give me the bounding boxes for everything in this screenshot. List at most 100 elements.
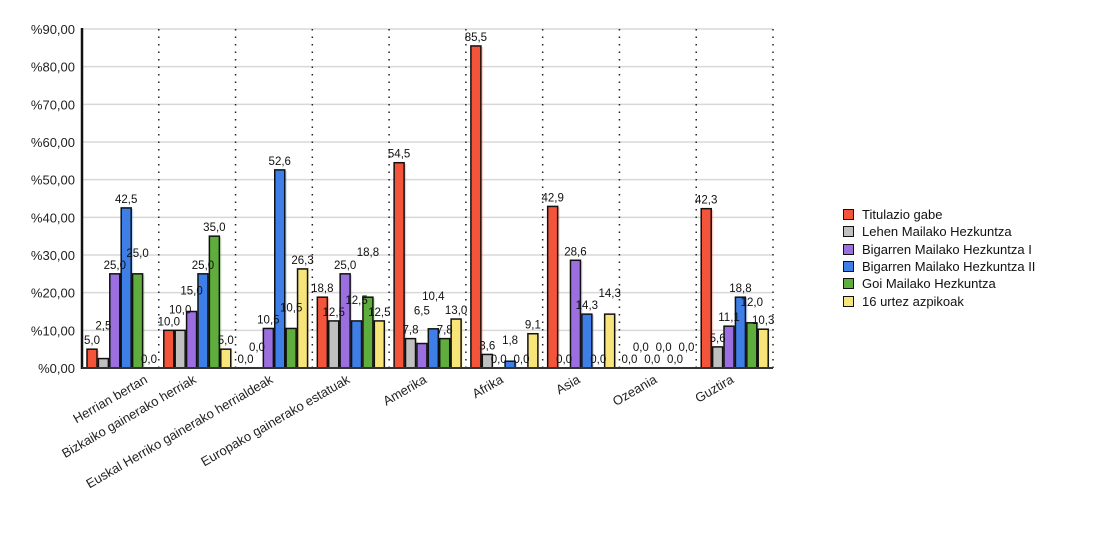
- data-label: 13,0: [445, 305, 467, 317]
- legend-swatch: [843, 209, 854, 221]
- data-label: 14,3: [598, 288, 620, 300]
- data-label: 5,6: [710, 333, 726, 345]
- x-tick-label: Amerika: [380, 371, 429, 408]
- data-label: 3,6: [479, 340, 495, 352]
- data-label: 18,8: [311, 283, 333, 295]
- data-label: 10,3: [752, 315, 774, 327]
- data-label: 6,5: [414, 306, 430, 318]
- bar: [373, 320, 386, 369]
- data-label: 0,0: [238, 354, 254, 366]
- data-label: 10,0: [169, 304, 191, 316]
- x-tick-label: Europako gainerako estatuak: [198, 371, 352, 469]
- bar: [285, 327, 297, 369]
- data-label: 10,0: [158, 316, 180, 328]
- y-tick-label: %30,00: [31, 248, 75, 263]
- data-label: 42,5: [115, 194, 137, 206]
- bar: [757, 328, 769, 369]
- data-label: 0,0: [556, 354, 572, 366]
- bar: [470, 45, 482, 369]
- x-tick-label: Ozeania: [610, 371, 660, 409]
- data-label: 14,3: [576, 300, 598, 312]
- bar: [97, 357, 110, 369]
- legend-item: Titulazio gabe: [843, 206, 1035, 223]
- bar: [274, 169, 286, 369]
- legend-item: 16 urtez azpikoak: [843, 292, 1035, 309]
- y-tick-label: %40,00: [31, 210, 75, 225]
- bar: [174, 329, 186, 369]
- legend-swatch: [843, 226, 854, 238]
- legend: Titulazio gabe Lehen Mailako Hezkuntza Big…: [843, 206, 1035, 310]
- data-label: 0,0: [633, 342, 649, 354]
- legend-item: Bigarren Mailako Hezkuntza I: [843, 241, 1035, 258]
- data-label: 25,0: [126, 248, 148, 260]
- bar: [350, 320, 363, 369]
- legend-label: Bigarren Mailako Hezkuntza II: [862, 259, 1036, 275]
- legend-swatch: [843, 295, 854, 307]
- data-label: 12,5: [345, 295, 367, 307]
- data-label: 10,5: [280, 302, 302, 314]
- legend-label: 16 urtez azpikoak: [862, 293, 964, 309]
- data-label: 10,4: [422, 291, 445, 303]
- data-label: 0,0: [249, 342, 265, 354]
- data-label: 12,5: [323, 307, 345, 319]
- bar: [220, 348, 232, 369]
- data-label: 0,0: [491, 354, 507, 366]
- data-label: 2,5: [95, 321, 111, 333]
- data-label: 52,6: [269, 156, 291, 168]
- y-tick-label: %10,00: [31, 323, 75, 338]
- data-label: 7,8: [437, 325, 453, 337]
- data-label: 11,1: [718, 312, 740, 324]
- legend-label: Lehen Mailako Hezkuntza: [862, 224, 1012, 240]
- bar: [438, 337, 451, 369]
- data-label: 0,0: [644, 354, 660, 366]
- data-label: 26,3: [291, 255, 313, 267]
- data-label: 1,8: [502, 335, 518, 347]
- data-label: 18,8: [729, 283, 751, 295]
- bar: [404, 337, 417, 369]
- legend-swatch: [843, 243, 854, 255]
- bar: [546, 205, 559, 369]
- data-label: 9,1: [525, 320, 541, 332]
- y-tick-label: %60,00: [31, 135, 75, 150]
- legend-swatch: [843, 278, 854, 290]
- bar: [339, 273, 351, 369]
- data-label: 0,0: [621, 354, 637, 366]
- y-tick-label: %20,00: [31, 286, 75, 301]
- bar: [327, 320, 340, 369]
- y-tick-label: %80,00: [31, 60, 75, 75]
- data-label: 0,0: [141, 354, 157, 366]
- data-label: 15,0: [180, 286, 202, 298]
- x-tick-label: Afrika: [469, 371, 506, 401]
- data-label: 12,0: [741, 297, 763, 309]
- y-tick-label: %90,00: [31, 22, 75, 37]
- x-tick-label: Guztira: [692, 371, 736, 405]
- bar: [120, 207, 132, 369]
- legend-swatch: [843, 261, 854, 273]
- data-label: 5,0: [84, 335, 100, 347]
- y-tick-label: %0,00: [38, 361, 75, 376]
- legend-label: Goi Mailako Hezkuntza: [862, 276, 996, 292]
- bar: [569, 259, 582, 369]
- data-label: 25,0: [192, 260, 214, 272]
- data-label: 25,0: [104, 260, 126, 272]
- bar: [296, 268, 309, 369]
- bar: [208, 235, 221, 369]
- data-label: 0,0: [513, 354, 529, 366]
- bar: [711, 346, 724, 369]
- bar: [393, 161, 405, 369]
- y-tick-label: %50,00: [31, 173, 75, 188]
- legend-label: Titulazio gabe: [862, 207, 943, 223]
- bar: [746, 322, 758, 369]
- bar: [416, 342, 428, 369]
- data-label: 7,8: [403, 325, 419, 337]
- bar: [185, 310, 198, 369]
- data-label: 42,3: [695, 195, 717, 207]
- legend-label: Bigarren Mailako Hezkuntza I: [862, 241, 1032, 257]
- data-label: 25,0: [334, 260, 356, 272]
- data-label: 0,0: [656, 342, 672, 354]
- data-label: 85,5: [465, 32, 487, 44]
- data-label: 18,8: [357, 247, 379, 259]
- data-label: 54,5: [388, 149, 410, 161]
- bar: [163, 329, 175, 369]
